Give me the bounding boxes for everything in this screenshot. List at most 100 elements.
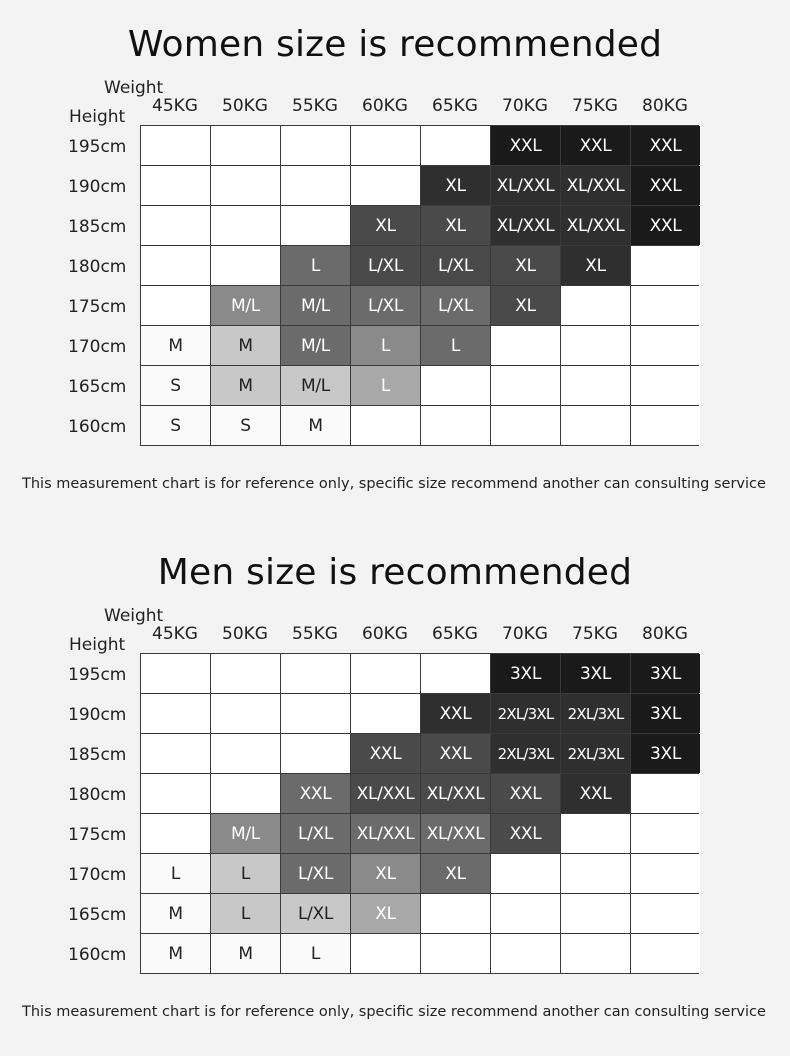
size-cell bbox=[281, 166, 350, 205]
size-cell: L/XL bbox=[351, 286, 420, 325]
height-row-6: 165cm bbox=[68, 377, 127, 397]
weight-col-6: 75KG bbox=[572, 96, 618, 116]
weight-label: Weight bbox=[104, 78, 164, 98]
size-cell bbox=[281, 126, 350, 165]
size-cell: M/L bbox=[281, 286, 350, 325]
size-cell: M bbox=[141, 934, 210, 973]
size-cell bbox=[351, 406, 420, 445]
size-cell bbox=[491, 406, 560, 445]
size-cell bbox=[141, 734, 210, 773]
size-cell bbox=[351, 934, 420, 973]
size-cell bbox=[211, 774, 280, 813]
size-cell: XL bbox=[421, 206, 490, 245]
size-cell: 3XL bbox=[631, 734, 700, 773]
size-cell: 2XL/3XL bbox=[491, 694, 560, 733]
height-row-4: 175cm bbox=[68, 297, 127, 317]
weight-col-0: 45KG bbox=[152, 96, 198, 116]
weight-col-7: 80KG bbox=[642, 624, 688, 644]
size-cell: 3XL bbox=[631, 694, 700, 733]
size-cell bbox=[281, 654, 350, 693]
size-cell: L/XL bbox=[281, 814, 350, 853]
size-cell bbox=[561, 854, 630, 893]
size-cell bbox=[561, 814, 630, 853]
size-cell bbox=[561, 406, 630, 445]
size-cell bbox=[491, 326, 560, 365]
weight-col-3: 60KG bbox=[362, 96, 408, 116]
size-cell bbox=[561, 326, 630, 365]
size-cell bbox=[281, 694, 350, 733]
height-row-2: 185cm bbox=[68, 745, 127, 765]
size-cell bbox=[351, 166, 420, 205]
size-cell: L/XL bbox=[421, 246, 490, 285]
size-cell: L/XL bbox=[421, 286, 490, 325]
size-cell bbox=[561, 286, 630, 325]
size-cell: XL/XXL bbox=[351, 814, 420, 853]
size-cell: L bbox=[141, 854, 210, 893]
size-cell bbox=[421, 406, 490, 445]
height-label: Height bbox=[69, 635, 126, 655]
size-cell: M bbox=[211, 934, 280, 973]
size-cell bbox=[141, 286, 210, 325]
weight-label: Weight bbox=[104, 606, 164, 626]
size-cell bbox=[141, 774, 210, 813]
size-cell: XXL bbox=[631, 166, 700, 205]
size-cell bbox=[491, 894, 560, 933]
size-cell: M bbox=[211, 326, 280, 365]
size-cell: 3XL bbox=[561, 654, 630, 693]
size-cell: XXL bbox=[631, 206, 700, 245]
size-cell: M/L bbox=[281, 366, 350, 405]
size-cell: M bbox=[211, 366, 280, 405]
size-cell: XL/XXL bbox=[491, 206, 560, 245]
size-cell bbox=[141, 694, 210, 733]
weight-col-3: 60KG bbox=[362, 624, 408, 644]
height-label: Height bbox=[69, 107, 126, 127]
size-cell bbox=[211, 126, 280, 165]
size-cell: XL bbox=[491, 246, 560, 285]
size-cell: L/XL bbox=[351, 246, 420, 285]
size-cell bbox=[211, 246, 280, 285]
size-cell bbox=[631, 934, 700, 973]
size-cell: 3XL bbox=[491, 654, 560, 693]
women-size-grid: XXL XXL XXL XL XL/XXL XL/XXL XXL XL XL XL/XXL XL/X… bbox=[140, 125, 700, 446]
height-row-6: 165cm bbox=[68, 905, 127, 925]
weight-col-7: 80KG bbox=[642, 96, 688, 116]
size-cell bbox=[631, 326, 700, 365]
weight-col-1: 50KG bbox=[222, 624, 268, 644]
size-cell bbox=[421, 934, 490, 973]
size-cell bbox=[631, 894, 700, 933]
size-cell bbox=[561, 934, 630, 973]
size-cell bbox=[631, 366, 700, 405]
size-cell bbox=[491, 366, 560, 405]
height-row-5: 170cm bbox=[68, 337, 127, 357]
size-cell: L bbox=[211, 894, 280, 933]
size-cell: XL bbox=[351, 206, 420, 245]
size-cell: M bbox=[141, 894, 210, 933]
size-cell: XL bbox=[351, 854, 420, 893]
size-cell: L bbox=[351, 366, 420, 405]
size-cell bbox=[211, 166, 280, 205]
size-cell: L bbox=[211, 854, 280, 893]
size-cell: S bbox=[141, 366, 210, 405]
size-cell bbox=[141, 206, 210, 245]
size-cell: XXL bbox=[561, 126, 630, 165]
height-row-1: 190cm bbox=[68, 177, 127, 197]
size-cell: L/XL bbox=[281, 894, 350, 933]
size-cell bbox=[631, 814, 700, 853]
size-cell: XXL bbox=[421, 694, 490, 733]
height-row-7: 160cm bbox=[68, 945, 127, 965]
size-cell bbox=[421, 126, 490, 165]
size-cell bbox=[491, 854, 560, 893]
women-reference-note: This measurement chart is for reference … bbox=[22, 476, 766, 492]
size-cell: XL bbox=[491, 286, 560, 325]
height-row-4: 175cm bbox=[68, 825, 127, 845]
size-cell: XL/XXL bbox=[421, 774, 490, 813]
size-cell bbox=[631, 774, 700, 813]
size-cell: XL/XXL bbox=[421, 814, 490, 853]
weight-col-2: 55KG bbox=[292, 624, 338, 644]
size-cell: XXL bbox=[491, 126, 560, 165]
size-cell bbox=[561, 366, 630, 405]
weight-col-1: 50KG bbox=[222, 96, 268, 116]
size-cell: S bbox=[141, 406, 210, 445]
height-row-3: 180cm bbox=[68, 257, 127, 277]
size-cell: XL bbox=[561, 246, 630, 285]
